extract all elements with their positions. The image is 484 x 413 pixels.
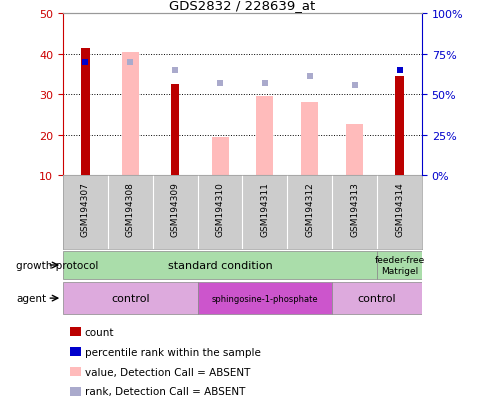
Text: control: control: [357, 293, 395, 304]
Text: GSM194312: GSM194312: [304, 181, 314, 236]
Text: GSM194311: GSM194311: [260, 181, 269, 236]
Bar: [332, 282, 421, 314]
Text: GSM194308: GSM194308: [125, 181, 135, 236]
Bar: [346, 125, 363, 176]
Bar: [121, 53, 138, 176]
Bar: [256, 97, 273, 176]
Text: GSM194307: GSM194307: [81, 181, 90, 236]
Text: GSM194310: GSM194310: [215, 181, 224, 236]
Text: sphingosine-1-phosphate: sphingosine-1-phosphate: [211, 294, 318, 303]
Text: GSM194309: GSM194309: [170, 181, 180, 236]
Title: GDS2832 / 228639_at: GDS2832 / 228639_at: [169, 0, 315, 12]
Bar: [63, 282, 197, 314]
Bar: [211, 137, 228, 176]
Bar: [394, 77, 403, 176]
Bar: [171, 85, 179, 176]
Text: rank, Detection Call = ABSENT: rank, Detection Call = ABSENT: [85, 387, 245, 396]
Text: GSM194313: GSM194313: [349, 181, 359, 236]
Bar: [63, 252, 376, 279]
Bar: [301, 103, 318, 176]
Text: percentile rank within the sample: percentile rank within the sample: [85, 347, 260, 357]
Bar: [197, 282, 332, 314]
Text: GSM194314: GSM194314: [394, 181, 403, 236]
Text: feeder-free
Matrigel: feeder-free Matrigel: [374, 256, 424, 275]
Text: standard condition: standard condition: [167, 260, 272, 271]
Bar: [81, 49, 90, 176]
Text: growth protocol: growth protocol: [16, 260, 98, 271]
Text: value, Detection Call = ABSENT: value, Detection Call = ABSENT: [85, 367, 250, 377]
Text: count: count: [85, 327, 114, 337]
Text: control: control: [111, 293, 150, 304]
Text: agent: agent: [16, 293, 46, 304]
Bar: [376, 252, 421, 279]
